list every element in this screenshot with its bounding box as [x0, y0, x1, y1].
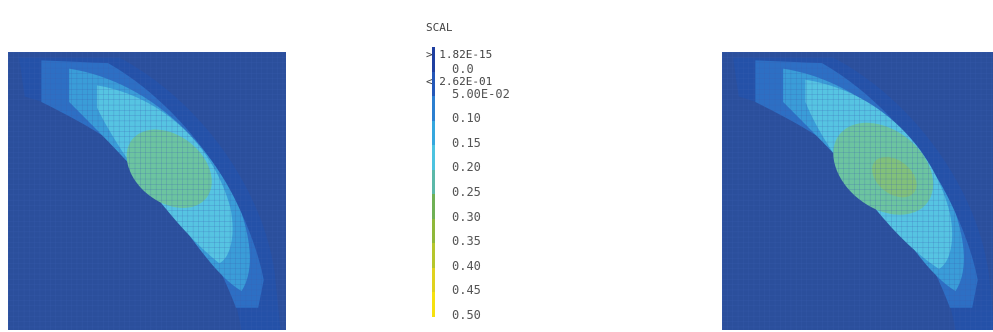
contour-plot-right-canvas: [722, 52, 993, 330]
colorbar-segment: [432, 267, 435, 292]
legend-label: 0.45: [452, 283, 481, 298]
legend-label: 0.20: [452, 160, 481, 175]
colorbar-segment: [432, 120, 435, 145]
legend-label: 0.10: [452, 111, 481, 126]
plot-grid: [722, 52, 993, 330]
colorbar-segment: [432, 292, 435, 317]
colorbar-segment: [432, 145, 435, 170]
legend-label: 0.35: [452, 234, 481, 249]
colorbar-segment: [432, 218, 435, 243]
legend-label: 0.15: [452, 135, 481, 150]
scale-max: > 1.82E-15: [426, 48, 493, 61]
colorbar-segment: [432, 243, 435, 268]
colorbar-segment: [432, 194, 435, 219]
contour-plot-right: [722, 52, 993, 330]
scale-header: SCAL > 1.82E-15 < 2.62E-01: [426, 5, 492, 95]
legend-label: 0.25: [452, 185, 481, 199]
colorbar-segment: [432, 47, 435, 72]
legend-label: 0.40: [452, 258, 481, 273]
colorbar-segment: [432, 169, 435, 194]
legend-label: 0.0: [452, 62, 474, 76]
legend-label: 0.30: [452, 209, 481, 224]
scale-title: SCAL: [426, 21, 453, 34]
contour-plot-left: [8, 52, 286, 330]
colorbar: [432, 47, 435, 317]
legend-label: 5.00E-02: [452, 86, 510, 101]
colorbar-segment: [432, 71, 435, 96]
contour-plot-left-canvas: [8, 52, 286, 330]
plot-grid: [8, 52, 286, 330]
scale-min: < 2.62E-01: [426, 75, 493, 88]
legend-label: 0.50: [452, 308, 481, 322]
colorbar-segment: [432, 96, 435, 121]
